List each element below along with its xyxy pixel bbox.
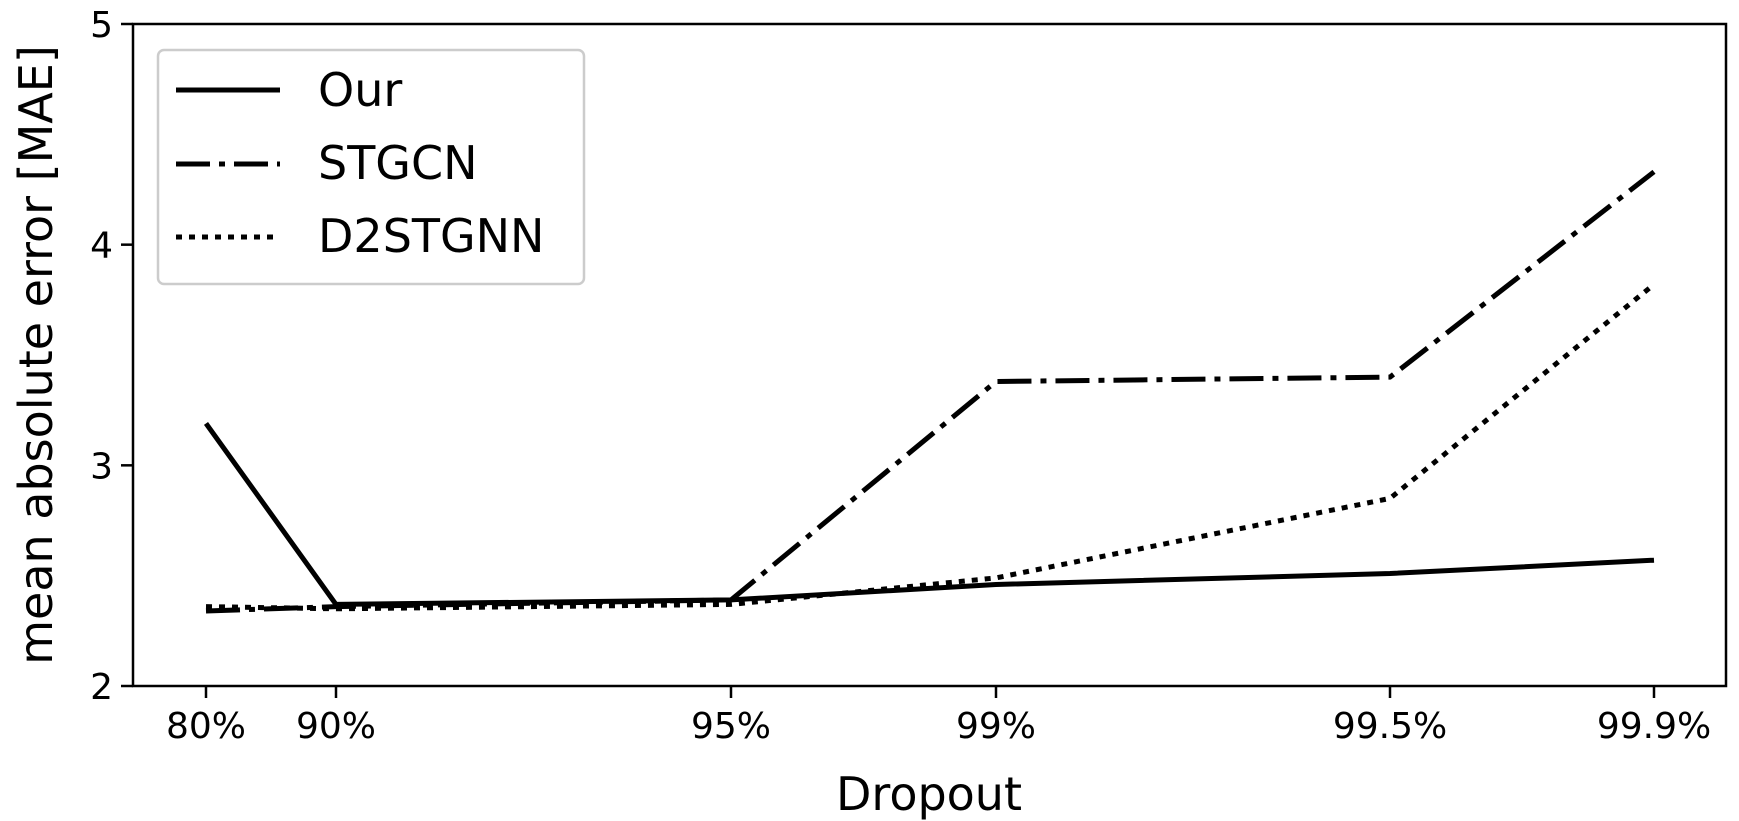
x-tick-label: 90% <box>296 706 376 747</box>
y-tick-label: 4 <box>90 226 113 267</box>
legend-label-stgcn: STGCN <box>318 136 477 190</box>
x-tick-label: 99% <box>956 706 1036 747</box>
x-tick-label: 99.9% <box>1597 706 1711 747</box>
x-tick-label: 99.5% <box>1333 706 1447 747</box>
legend-label-d2stgnn: D2STGNN <box>318 209 544 263</box>
y-axis-title: mean absolute error [MAE] <box>9 45 63 665</box>
x-tick-label: 95% <box>691 706 771 747</box>
series-line-our <box>203 421 1655 607</box>
legend: Our STGCN D2STGNN <box>156 48 586 286</box>
y-tick-label: 3 <box>90 446 113 487</box>
series-lines <box>203 169 1656 614</box>
y-axis: 2 3 4 5 <box>90 5 133 708</box>
y-tick-label: 5 <box>90 5 113 46</box>
y-tick-label: 2 <box>90 667 113 708</box>
x-axis-title: Dropout <box>836 767 1022 821</box>
legend-label-our: Our <box>318 63 402 117</box>
legend-box <box>156 48 586 286</box>
x-axis: 80% 90% 95% 99% 99.5% 99.9% <box>166 686 1711 747</box>
plot-frame <box>131 22 1728 688</box>
x-tick-label: 80% <box>166 706 246 747</box>
series-line-d2stgnn <box>205 282 1656 612</box>
series-line-stgcn <box>205 169 1656 614</box>
